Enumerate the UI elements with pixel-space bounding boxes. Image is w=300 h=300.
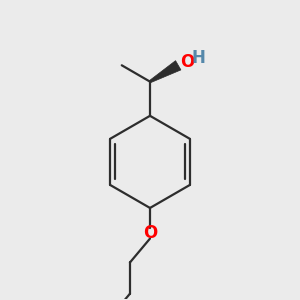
Text: O: O <box>180 53 194 71</box>
Polygon shape <box>149 61 181 83</box>
Text: O: O <box>143 224 157 242</box>
Text: H: H <box>191 49 206 67</box>
